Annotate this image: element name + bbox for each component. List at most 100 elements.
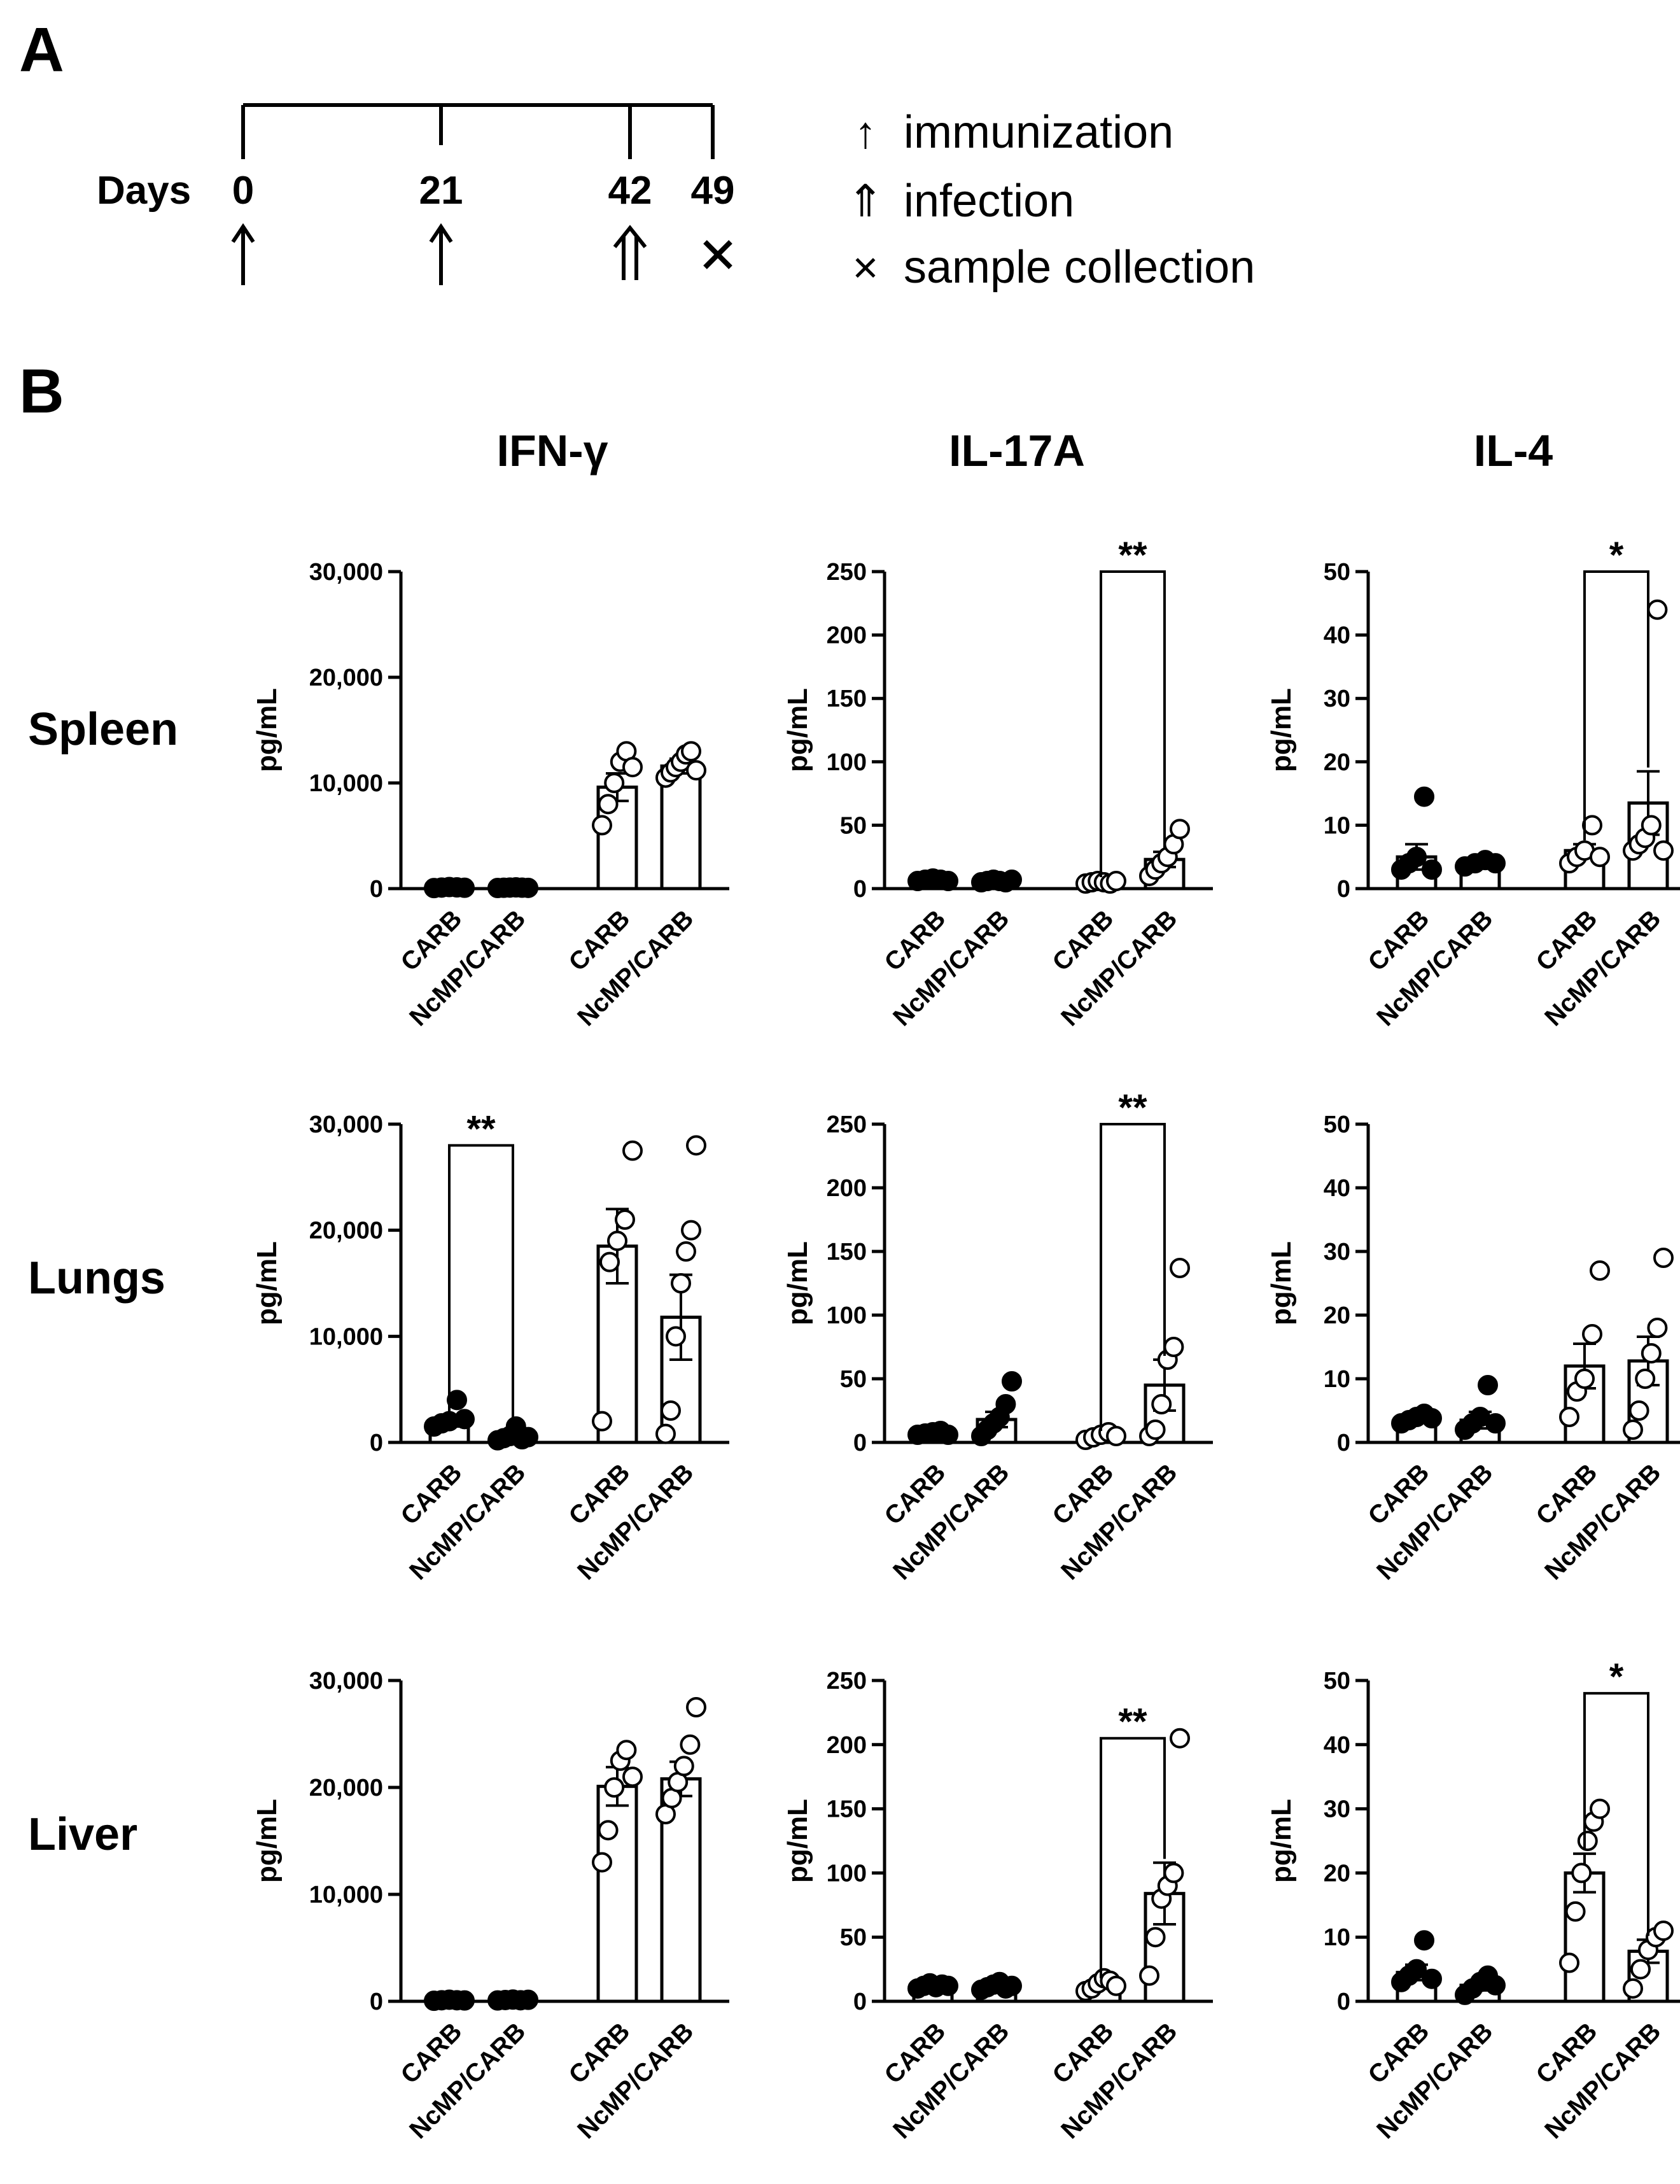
immunization-arrow-day0-icon xyxy=(231,223,255,285)
data-point xyxy=(454,877,475,898)
y-tick-label: 30 xyxy=(1324,1796,1350,1823)
y-tick-label: 20,000 xyxy=(309,665,383,691)
data-point xyxy=(604,1777,625,1798)
data-point xyxy=(1590,1798,1610,1819)
data-point xyxy=(1422,859,1442,880)
data-point xyxy=(1623,1978,1643,1999)
data-point xyxy=(1590,847,1610,868)
data-point xyxy=(1653,1248,1674,1268)
y-tick-label: 30,000 xyxy=(309,1668,383,1694)
data-point xyxy=(938,1425,958,1445)
data-point xyxy=(1485,1413,1506,1434)
data-point xyxy=(1414,786,1434,807)
data-point xyxy=(1565,1901,1586,1922)
timeline-day-21: 21 xyxy=(419,169,463,213)
data-point xyxy=(1406,1959,1427,1980)
y-axis-label: pg/mL xyxy=(1266,1799,1297,1883)
data-point xyxy=(938,1975,958,1996)
data-point xyxy=(1151,1394,1172,1414)
significance-label: * xyxy=(1609,1656,1624,1698)
y-tick-label: 150 xyxy=(827,1239,867,1265)
y-tick-label: 150 xyxy=(827,1796,867,1823)
y-tick-label: 200 xyxy=(827,1732,867,1759)
data-point xyxy=(1574,1369,1595,1389)
data-point xyxy=(1628,1400,1649,1421)
data-point xyxy=(1422,1968,1442,1989)
data-point xyxy=(686,760,706,781)
significance-bracket xyxy=(1100,1123,1166,1431)
data-point xyxy=(938,871,958,892)
y-tick-label: 250 xyxy=(827,1111,867,1138)
data-point xyxy=(1582,1324,1602,1344)
data-point xyxy=(1582,815,1602,836)
data-point xyxy=(598,1820,619,1841)
data-point xyxy=(604,773,625,793)
y-tick-label: 0 xyxy=(1337,876,1350,903)
data-point xyxy=(592,1411,612,1432)
data-point xyxy=(622,757,643,778)
data-point xyxy=(1106,871,1126,892)
y-tick-label: 200 xyxy=(827,1175,867,1202)
data-point xyxy=(686,1697,706,1717)
y-axis-label: pg/mL xyxy=(782,1241,813,1325)
y-tick-label: 30 xyxy=(1324,1239,1350,1265)
y-tick-label: 10,000 xyxy=(309,770,383,797)
data-point xyxy=(518,1989,538,2010)
data-point xyxy=(681,741,701,762)
y-tick-label: 10 xyxy=(1324,1366,1350,1393)
data-point xyxy=(1170,1258,1190,1278)
data-point xyxy=(676,1241,696,1262)
y-tick-label: 40 xyxy=(1324,1732,1350,1759)
y-tick-label: 20,000 xyxy=(309,1218,383,1244)
data-point xyxy=(1002,1975,1022,1996)
y-axis-label: pg/mL xyxy=(251,688,283,772)
data-point xyxy=(1145,1420,1166,1440)
y-tick-label: 30,000 xyxy=(309,559,383,586)
data-point xyxy=(615,1209,635,1230)
data-point xyxy=(1590,1260,1610,1281)
y-tick-label: 100 xyxy=(827,749,867,776)
significance-label: ** xyxy=(1118,535,1147,576)
data-point xyxy=(1478,1375,1498,1395)
data-point xyxy=(592,815,612,836)
data-point xyxy=(1145,1927,1166,1948)
data-point xyxy=(995,1394,1016,1414)
data-point xyxy=(673,1756,694,1777)
column-title-il-17a: IL-17A xyxy=(949,426,1085,476)
y-axis-label: pg/mL xyxy=(782,1799,813,1883)
y-tick-label: 10,000 xyxy=(309,1323,383,1350)
legend-infection-symbol-icon: ⇑ xyxy=(847,176,885,226)
data-point xyxy=(1559,1952,1579,1973)
column-title-ifn-gamma: IFN-γ xyxy=(497,426,608,476)
data-point xyxy=(1641,815,1662,836)
y-tick-label: 0 xyxy=(853,1430,867,1456)
infection-double-arrow-icon xyxy=(613,225,647,280)
y-axis-label: pg/mL xyxy=(1266,688,1297,772)
y-tick-label: 0 xyxy=(370,876,383,903)
row-title-lungs: Lungs xyxy=(28,1253,165,1304)
y-tick-label: 50 xyxy=(1324,559,1350,586)
data-point xyxy=(454,1409,475,1430)
data-point xyxy=(616,1740,637,1761)
y-tick-label: 250 xyxy=(827,559,867,586)
data-point xyxy=(1106,1975,1126,1996)
data-point xyxy=(1623,1420,1643,1440)
data-point xyxy=(1170,819,1190,840)
data-point xyxy=(518,1427,538,1448)
data-point xyxy=(1170,1728,1190,1749)
y-tick-label: 10,000 xyxy=(309,1882,383,1908)
data-point xyxy=(592,1852,612,1873)
data-point xyxy=(622,1140,643,1161)
y-tick-label: 50 xyxy=(840,1924,867,1951)
data-point xyxy=(607,1230,627,1251)
y-axis-label: pg/mL xyxy=(251,1799,283,1883)
significance-bracket xyxy=(1583,1692,1649,1936)
y-tick-label: 50 xyxy=(840,1366,867,1393)
